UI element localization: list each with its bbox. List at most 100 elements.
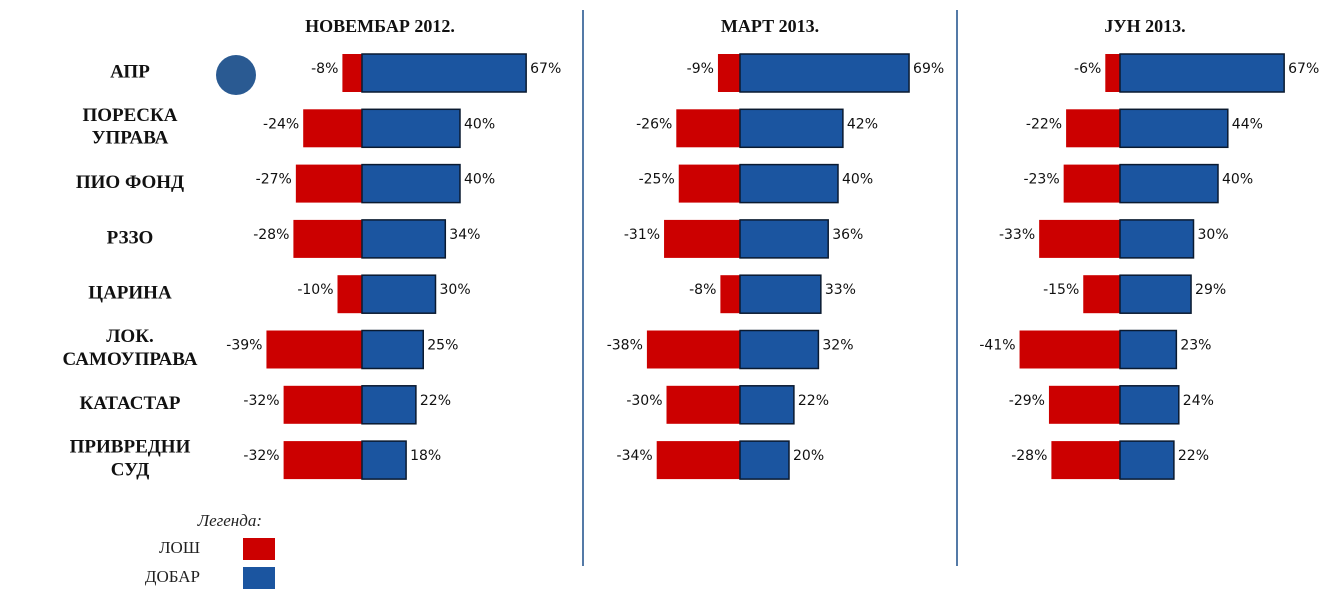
bar [342,54,362,92]
data-label: 23% [1180,338,1211,354]
bar [283,385,362,424]
bar [1039,219,1120,258]
category-label: АПР [110,61,150,82]
bar [303,109,362,148]
bar [1119,385,1180,425]
data-label: -39% [226,338,262,354]
bar [1051,441,1120,480]
category-label: КАТАСТАР [79,393,180,414]
data-label: -32% [243,393,279,409]
data-label: 22% [420,393,451,409]
bar [1063,164,1120,203]
bar [739,385,795,425]
legend-swatch [243,567,275,589]
bar [1119,329,1178,370]
data-label: -26% [636,116,672,132]
bar [739,163,839,204]
logo [216,55,256,95]
category-label: ПРИВРЕДНИ СУД [70,437,191,481]
data-label: 20% [793,448,824,464]
data-label: -32% [243,448,279,464]
data-label: -23% [1023,172,1059,188]
bar [739,329,820,370]
category-label: РЗЗО [107,227,154,248]
bar [1119,440,1175,480]
data-label: -24% [263,116,299,132]
data-label: -27% [256,172,292,188]
data-label: 34% [449,227,480,243]
bar [666,385,740,424]
bar [739,219,829,259]
data-label: 67% [1288,61,1319,77]
bar [361,219,447,259]
data-label: 40% [464,116,495,132]
bar [266,330,362,369]
data-label: 22% [798,393,829,409]
legend-label: ДОБАР [145,567,200,586]
bar [1119,163,1219,204]
data-label: -31% [624,227,660,243]
data-label: 30% [1198,227,1229,243]
bar [646,330,740,369]
data-label: -8% [689,282,716,298]
data-label: 69% [913,61,944,77]
data-label: -15% [1043,282,1079,298]
bar [1119,219,1195,259]
bar [361,108,461,149]
bar [361,440,407,480]
bar [656,441,740,480]
bar [361,385,417,425]
data-label: -25% [639,172,675,188]
bar [1019,330,1120,369]
data-label: 40% [464,172,495,188]
data-label: 40% [1222,172,1253,188]
category-label: ПИО ФОНД [76,172,184,193]
bar [361,163,461,204]
panel-title: МАРТ 2013. [721,16,819,36]
data-label: -34% [617,448,653,464]
data-label: 22% [1178,448,1209,464]
data-label: -41% [979,338,1015,354]
legend-label: ЛОШ [159,538,200,557]
data-label: 30% [440,282,471,298]
data-label: 33% [825,282,856,298]
bar [720,275,740,314]
bar [739,108,844,149]
category-label: ЛОК. САМОУПРАВА [63,326,198,370]
bar [337,275,362,314]
bar [361,53,527,93]
bar [1105,54,1120,92]
bar [678,164,740,203]
bar [1083,275,1120,314]
data-label: -28% [1011,448,1047,464]
data-label: -29% [1009,393,1045,409]
data-label: 67% [530,61,561,77]
data-label: -28% [253,227,289,243]
data-label: -22% [1026,116,1062,132]
category-label: ПОРЕСКА УПРАВА [82,105,177,149]
bar [1119,274,1192,314]
bar [293,219,362,258]
bar [717,54,740,92]
data-label: 25% [427,338,458,354]
bar [1066,109,1120,148]
data-label: 42% [847,116,878,132]
bar [664,219,740,258]
bar [1119,108,1229,149]
data-label: -10% [297,282,333,298]
data-label: -6% [1074,61,1101,77]
category-label: ЦАРИНА [88,283,172,304]
bar [361,329,424,370]
bar [1048,385,1120,424]
data-label: 36% [832,227,863,243]
panel-title: НОВЕМБАР 2012. [305,16,455,36]
data-label: -38% [607,338,643,354]
bar [361,274,437,314]
bar [283,441,362,480]
data-label: -8% [311,61,338,77]
data-label: -30% [626,393,662,409]
bar [739,274,822,314]
data-label: 18% [410,448,441,464]
data-label: 29% [1195,282,1226,298]
